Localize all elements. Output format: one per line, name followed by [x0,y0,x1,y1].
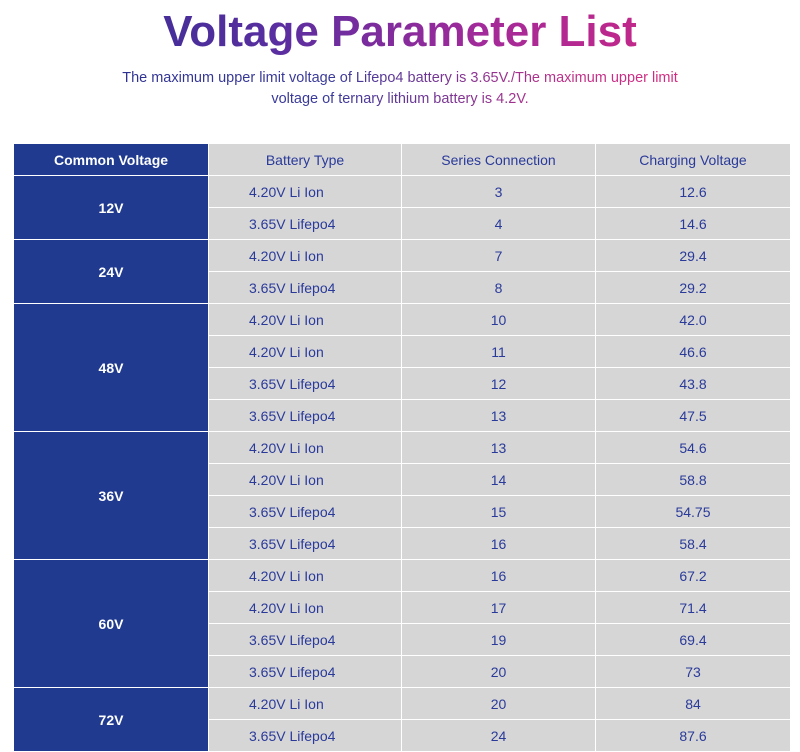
charging-voltage-cell: 71.4 [595,591,791,624]
table-row: 3.65V Lifepo4 16 58.4 [14,527,791,560]
subtitle: The maximum upper limit voltage of Lifep… [60,68,740,110]
charging-voltage-cell: 87.6 [595,719,791,752]
series-connection-cell: 15 [401,495,596,528]
battery-type-cell: 4.20V Li Ion [208,335,402,368]
series-connection-cell: 19 [401,623,596,656]
charging-voltage-cell: 58.4 [595,527,791,560]
table-row: 12V 4.20V Li Ion 3 12.6 [13,175,791,240]
header-battery-type: Battery Type [208,143,402,176]
charging-voltage-cell: 43.8 [595,367,791,400]
series-connection-cell: 8 [401,271,596,304]
series-connection-cell: 20 [401,687,596,720]
battery-type-cell: 3.65V Lifepo4 [208,623,402,656]
charging-voltage-cell: 67.2 [595,559,791,592]
battery-type-cell: 4.20V Li Ion [208,175,402,208]
battery-type-cell: 3.65V Lifepo4 [208,367,402,400]
table-row: 48V 4.20V Li Ion 10 42.0 [13,303,791,432]
series-connection-cell: 24 [401,719,596,752]
battery-type-cell: 4.20V Li Ion [208,687,402,720]
header-common-voltage: Common Voltage [13,143,209,176]
series-connection-cell: 4 [401,207,596,240]
table-row: 36V 4.20V Li Ion 13 54.6 [13,431,791,560]
series-connection-cell: 17 [401,591,596,624]
series-connection-cell: 3 [401,175,596,208]
series-connection-cell: 16 [401,527,596,560]
table-row: 3.65V Lifepo4 15 54.75 [14,495,791,528]
charging-voltage-cell: 73 [595,655,791,688]
table-row: 4.20V Li Ion 11 46.6 [14,335,791,368]
charging-voltage-cell: 29.4 [595,239,791,272]
common-voltage-cell: 12V [13,175,209,240]
battery-type-cell: 4.20V Li Ion [208,303,402,336]
table-row: 60V 4.20V Li Ion 16 67.2 [13,559,791,688]
table-body: 12V 4.20V Li Ion 3 12.6 3.65V Lifepo4 4 14.6 24… [13,175,791,752]
common-voltage-cell: 36V [13,431,209,560]
page-title: Voltage Parameter List [0,4,800,60]
header-charging-voltage: Charging Voltage [595,143,791,176]
battery-type-cell: 4.20V Li Ion [208,559,402,592]
table-row: 4.20V Li Ion 17 71.4 [14,591,791,624]
voltage-table-container: Common Voltage Battery Type Series Conne… [13,143,791,752]
table-row: 3.65V Lifepo4 4 14.6 [14,207,791,240]
table-row: 72V 4.20V Li Ion 20 84 [13,687,791,752]
series-connection-cell: 10 [401,303,596,336]
common-voltage-cell: 60V [13,559,209,688]
battery-type-cell: 3.65V Lifepo4 [208,495,402,528]
charging-voltage-cell: 84 [595,687,791,720]
subtitle-line-1: The maximum upper limit voltage of Lifep… [122,70,678,86]
common-voltage-cell: 48V [13,303,209,432]
series-connection-cell: 13 [401,399,596,432]
charging-voltage-cell: 54.6 [595,431,791,464]
table-row: 3.65V Lifepo4 13 47.5 [14,399,791,432]
header-series-connection: Series Connection [401,143,596,176]
battery-type-cell: 4.20V Li Ion [208,463,402,496]
battery-type-cell: 4.20V Li Ion [208,239,402,272]
series-connection-cell: 20 [401,655,596,688]
series-connection-cell: 11 [401,335,596,368]
voltage-table: Common Voltage Battery Type Series Conne… [13,143,791,752]
battery-type-cell: 3.65V Lifepo4 [208,655,402,688]
table-row: 3.65V Lifepo4 12 43.8 [14,367,791,400]
charging-voltage-cell: 29.2 [595,271,791,304]
table-row: 4.20V Li Ion 14 58.8 [14,463,791,496]
series-connection-cell: 14 [401,463,596,496]
table-row: 3.65V Lifepo4 20 73 [14,655,791,688]
table-header-row: Common Voltage Battery Type Series Conne… [13,143,791,176]
battery-type-cell: 3.65V Lifepo4 [208,271,402,304]
series-connection-cell: 16 [401,559,596,592]
series-connection-cell: 7 [401,239,596,272]
charging-voltage-cell: 69.4 [595,623,791,656]
battery-type-cell: 4.20V Li Ion [208,591,402,624]
battery-type-cell: 3.65V Lifepo4 [208,207,402,240]
common-voltage-cell: 72V [13,687,209,752]
charging-voltage-cell: 58.8 [595,463,791,496]
subtitle-line-2: voltage of ternary lithium battery is 4.… [271,91,529,107]
charging-voltage-cell: 54.75 [595,495,791,528]
table-row: 3.65V Lifepo4 8 29.2 [14,271,791,304]
battery-type-cell: 3.65V Lifepo4 [208,719,402,752]
charging-voltage-cell: 42.0 [595,303,791,336]
charging-voltage-cell: 46.6 [595,335,791,368]
series-connection-cell: 12 [401,367,596,400]
table-row: 24V 4.20V Li Ion 7 29.4 [13,239,791,304]
charging-voltage-cell: 12.6 [595,175,791,208]
battery-type-cell: 3.65V Lifepo4 [208,527,402,560]
series-connection-cell: 13 [401,431,596,464]
battery-type-cell: 4.20V Li Ion [208,431,402,464]
charging-voltage-cell: 47.5 [595,399,791,432]
common-voltage-cell: 24V [13,239,209,304]
charging-voltage-cell: 14.6 [595,207,791,240]
battery-type-cell: 3.65V Lifepo4 [208,399,402,432]
